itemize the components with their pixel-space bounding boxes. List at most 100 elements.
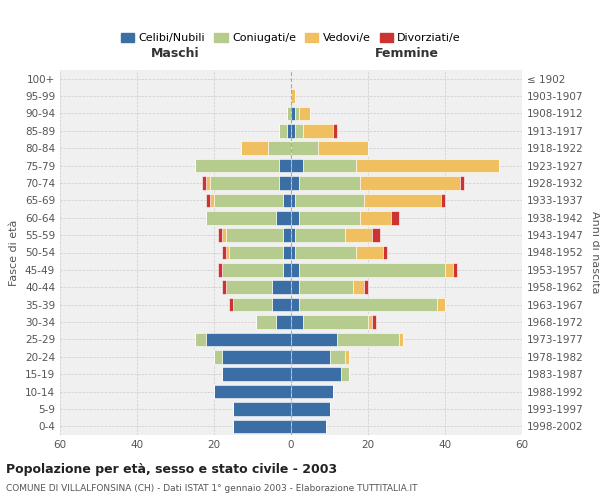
Bar: [280, 159, 291, 172]
Bar: [299, 263, 445, 276]
Bar: [383, 246, 387, 260]
Text: Popolazione per età, sesso e stato civile - 2003: Popolazione per età, sesso e stato civil…: [6, 462, 337, 475]
Bar: [360, 176, 460, 190]
Bar: [291, 176, 299, 190]
Bar: [318, 142, 368, 155]
Bar: [195, 332, 206, 346]
Legend: Celibi/Nubili, Coniugati/e, Vedovi/e, Divorziati/e: Celibi/Nubili, Coniugati/e, Vedovi/e, Di…: [116, 28, 466, 48]
Bar: [356, 159, 499, 172]
Bar: [295, 124, 302, 138]
Bar: [437, 298, 445, 312]
Y-axis label: Fasce di età: Fasce di età: [10, 220, 19, 286]
Bar: [275, 211, 291, 224]
Bar: [214, 194, 283, 207]
Bar: [241, 142, 268, 155]
Bar: [222, 263, 283, 276]
Bar: [345, 350, 349, 364]
Bar: [291, 280, 299, 294]
Bar: [283, 228, 291, 242]
Bar: [233, 402, 291, 415]
Bar: [280, 124, 287, 138]
Bar: [233, 298, 272, 312]
Bar: [195, 159, 280, 172]
Bar: [222, 228, 226, 242]
Bar: [218, 263, 222, 276]
Bar: [256, 315, 275, 329]
Bar: [222, 368, 291, 381]
Bar: [356, 246, 383, 260]
Bar: [222, 350, 291, 364]
Bar: [302, 315, 368, 329]
Bar: [206, 176, 210, 190]
Bar: [206, 332, 291, 346]
Bar: [291, 211, 299, 224]
Bar: [283, 246, 291, 260]
Text: COMUNE DI VILLALFONSINA (CH) - Dati ISTAT 1° gennaio 2003 - Elaborazione TUTTITA: COMUNE DI VILLALFONSINA (CH) - Dati ISTA…: [6, 484, 418, 493]
Bar: [206, 194, 210, 207]
Bar: [372, 315, 376, 329]
Bar: [295, 246, 356, 260]
Bar: [291, 159, 302, 172]
Bar: [291, 263, 299, 276]
Bar: [460, 176, 464, 190]
Bar: [275, 315, 291, 329]
Bar: [329, 350, 345, 364]
Bar: [229, 298, 233, 312]
Bar: [364, 194, 441, 207]
Bar: [334, 124, 337, 138]
Bar: [364, 280, 368, 294]
Bar: [299, 280, 353, 294]
Bar: [368, 315, 372, 329]
Y-axis label: Anni di nascita: Anni di nascita: [590, 211, 600, 294]
Bar: [372, 228, 380, 242]
Bar: [291, 142, 318, 155]
Bar: [399, 332, 403, 346]
Bar: [441, 194, 445, 207]
Bar: [299, 106, 310, 120]
Bar: [210, 194, 214, 207]
Bar: [280, 176, 291, 190]
Bar: [222, 246, 226, 260]
Bar: [218, 228, 222, 242]
Bar: [353, 280, 364, 294]
Bar: [287, 106, 291, 120]
Bar: [295, 194, 364, 207]
Bar: [291, 332, 337, 346]
Text: Femmine: Femmine: [374, 46, 439, 60]
Bar: [206, 211, 275, 224]
Bar: [291, 194, 295, 207]
Bar: [229, 246, 283, 260]
Bar: [445, 263, 453, 276]
Bar: [283, 194, 291, 207]
Bar: [291, 106, 295, 120]
Bar: [299, 176, 360, 190]
Bar: [291, 246, 295, 260]
Bar: [302, 159, 356, 172]
Bar: [283, 263, 291, 276]
Bar: [391, 211, 399, 224]
Bar: [302, 124, 334, 138]
Bar: [291, 315, 302, 329]
Bar: [291, 228, 295, 242]
Bar: [202, 176, 206, 190]
Bar: [226, 246, 229, 260]
Bar: [299, 298, 437, 312]
Bar: [291, 298, 299, 312]
Bar: [295, 106, 299, 120]
Bar: [299, 211, 360, 224]
Bar: [222, 280, 226, 294]
Bar: [291, 124, 295, 138]
Bar: [291, 368, 341, 381]
Bar: [233, 420, 291, 433]
Bar: [453, 263, 457, 276]
Bar: [272, 298, 291, 312]
Bar: [214, 350, 222, 364]
Bar: [291, 385, 334, 398]
Bar: [291, 350, 329, 364]
Bar: [291, 90, 295, 103]
Bar: [226, 280, 272, 294]
Bar: [360, 211, 391, 224]
Bar: [210, 176, 280, 190]
Bar: [268, 142, 291, 155]
Bar: [341, 368, 349, 381]
